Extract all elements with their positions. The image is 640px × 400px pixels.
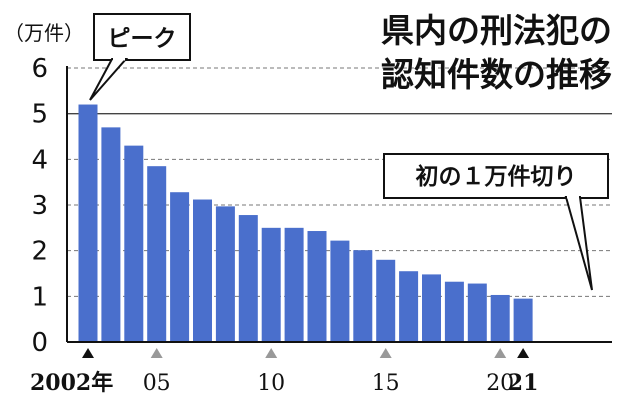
bar-2011 xyxy=(284,227,304,342)
callout-below-10k-text: 初の１万件切り xyxy=(416,163,577,190)
axes xyxy=(66,66,612,343)
x-tick-marker xyxy=(379,348,392,358)
x-tick-label: 21 xyxy=(508,370,539,396)
bar-2017 xyxy=(422,274,441,342)
x-tick-label: 15 xyxy=(372,371,400,396)
bar-2002 xyxy=(78,104,98,342)
bar-2020 xyxy=(490,294,510,342)
y-tick-label: 3 xyxy=(31,191,48,221)
y-tick-label: 5 xyxy=(31,100,48,130)
x-tick-marker xyxy=(517,348,530,358)
bar-2009 xyxy=(238,215,258,342)
bar-2016 xyxy=(399,271,419,342)
y-tick-labels: 0 1 2 3 4 5 6 xyxy=(31,54,48,358)
callout-peak-pointer xyxy=(89,58,129,101)
x-tick-marker xyxy=(265,348,278,358)
x-tick-label: 05 xyxy=(143,371,171,396)
callout-peak: ピーク xyxy=(89,13,191,101)
bar-2013 xyxy=(330,240,350,342)
bar-2012 xyxy=(307,231,327,342)
y-tick-label: 2 xyxy=(31,237,48,267)
y-tick-label: 4 xyxy=(31,145,48,175)
callout-peak-box xyxy=(93,13,191,61)
callout-below-10k-box xyxy=(383,153,609,199)
bar-2008 xyxy=(215,206,235,342)
bar-2010 xyxy=(261,227,281,342)
callout-below-10k-pointer xyxy=(564,196,593,291)
y-tick-label: 1 xyxy=(31,282,48,312)
x-tick-marker xyxy=(494,348,507,358)
callout-peak-text: ピーク xyxy=(108,26,177,52)
bar-2004 xyxy=(124,145,144,342)
y-tick-label: 6 xyxy=(31,54,48,84)
bar-2007 xyxy=(193,199,212,342)
chart-title-line-1: 県内の刑法犯の xyxy=(381,11,612,50)
bar-2003 xyxy=(101,127,121,343)
x-tick-label: 20 xyxy=(486,371,514,396)
x-tick-marker xyxy=(82,348,94,358)
bar-2015 xyxy=(376,259,396,342)
bar-2014 xyxy=(353,250,373,342)
bar-2006 xyxy=(170,192,190,342)
bar-2021 xyxy=(513,298,533,342)
y-unit-label: （万件） xyxy=(4,21,84,45)
y-tick-label: 0 xyxy=(31,328,48,358)
gridlines xyxy=(67,67,612,297)
bar-2019 xyxy=(467,283,487,342)
chart-title-line-2: 認知件数の推移 xyxy=(381,55,612,94)
bars xyxy=(78,104,533,343)
callout-below-10k: 初の１万件切り xyxy=(383,153,609,291)
bar-2018 xyxy=(444,281,464,342)
bar-2005 xyxy=(147,166,167,342)
x-tick-marker xyxy=(150,348,163,358)
x-tick-label: 10 xyxy=(257,371,285,396)
x-tick-label: 2002年 xyxy=(30,370,113,396)
